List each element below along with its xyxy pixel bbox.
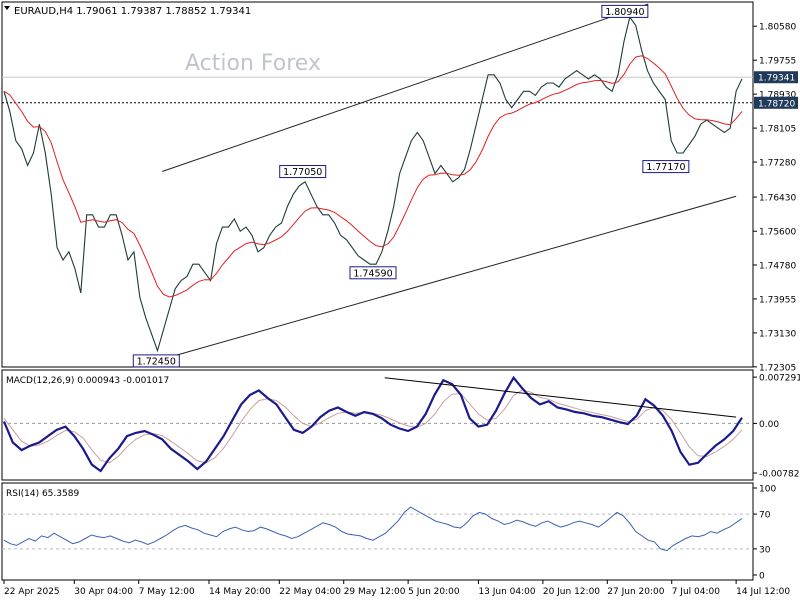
time-tick-label: 30 Apr 04:00	[74, 587, 133, 597]
time-tick-label: 14 May 20:00	[209, 587, 271, 597]
swing-label: 1.74590	[353, 268, 392, 279]
price-tick-label: 1.75600	[759, 228, 796, 238]
price-panel[interactable]: Action Forex EURAUD,H4 1.79061 1.79387 1…	[1, 1, 754, 368]
rsi-levels	[2, 513, 753, 550]
macd-tick-label: 0.007291	[759, 374, 800, 384]
channel-upper-line	[161, 3, 649, 173]
reference-level-tag-box	[754, 96, 798, 109]
swing-label-box	[279, 165, 327, 179]
macd-panel[interactable]: MACD(12,26,9) 0.000943 -0.001017	[1, 369, 754, 481]
swing-label: 1.72450	[137, 356, 176, 367]
macd-label: MACD(12,26,9) 0.000943 -0.001017	[6, 376, 169, 386]
price-panel-frame	[1, 1, 754, 368]
price-tags: 1.79341 1.78720	[754, 71, 798, 109]
swing-label: 1.77050	[283, 167, 322, 178]
time-tick-label: 7 May 12:00	[139, 587, 195, 597]
time-tick-label: 29 May 12:00	[344, 587, 406, 597]
price-levels	[2, 76, 753, 104]
macd-tick-label: 0.00	[759, 420, 779, 430]
time-tick-label: 22 May 04:00	[279, 587, 341, 597]
price-tick-label: 1.80580	[759, 23, 796, 33]
last-price-tag-text: 1.79341	[758, 74, 795, 84]
price-series	[3, 15, 743, 353]
time-tick-label: 14 Jul 12:00	[736, 587, 790, 597]
time-tick-label: 20 Jun 12:00	[543, 587, 600, 597]
time-tick-label: 7 Jul 04:00	[672, 587, 721, 597]
price-tick-label: 1.72305	[759, 363, 796, 373]
rsi-tick-label: 100	[759, 485, 776, 495]
collapse-arrow-icon[interactable]	[4, 6, 10, 10]
macd-panel-frame	[1, 369, 754, 481]
rsi-panel-frame	[1, 482, 754, 581]
price-tick-label: 1.78105	[759, 125, 796, 135]
price-tick-label: 1.76430	[759, 194, 796, 204]
swing-label: 1.80940	[605, 7, 644, 18]
price-tick-label: 1.78930	[759, 91, 796, 101]
price-tick-label: 1.79755	[759, 57, 796, 67]
swing-label-box	[601, 4, 649, 18]
price-tick-label: 1.73130	[759, 329, 796, 339]
time-tick-label: 22 Apr 2025	[4, 587, 60, 597]
swing-label-box	[132, 354, 180, 368]
macd-series	[2, 375, 743, 473]
rsi-axis: 100 70 30 0	[753, 485, 776, 582]
last-price-tag-box	[754, 71, 798, 84]
rsi-panel[interactable]: RSI(14) 65.3589	[1, 482, 754, 581]
macd-tick-label: -0.00782	[759, 470, 799, 480]
rsi-tick-label: 30	[759, 545, 771, 555]
price-axis[interactable]: 1.80580 1.79755 1.78930 1.78105 1.77280 1.764…	[753, 23, 796, 374]
symbol-info: EURAUD,H4 1.79061 1.79387 1.78852 1.7934…	[14, 6, 251, 17]
swing-label-box	[349, 266, 397, 280]
moving-average-series	[3, 55, 743, 298]
price-tick-label: 1.77280	[759, 159, 796, 169]
rsi-tick-label: 0	[759, 572, 765, 582]
price-tick-label: 1.73955	[759, 295, 796, 305]
time-tick-label: 13 Jun 04:00	[478, 587, 535, 597]
time-axis: 22 Apr 2025 30 Apr 04:00 7 May 12:00 14 May…	[3, 580, 790, 597]
channel-lower-line	[156, 195, 737, 362]
price-tick-label: 1.74780	[759, 261, 796, 271]
macd-divergence-line	[384, 377, 737, 418]
trend-channel	[156, 3, 737, 362]
watermark: Action Forex	[185, 51, 321, 76]
swing-label: 1.77170	[646, 162, 685, 173]
rsi-series	[3, 506, 743, 552]
macd-axis: 0.007291 0.00 -0.00782	[753, 374, 800, 480]
reference-level-tag-text: 1.78720	[758, 99, 795, 109]
rsi-label: RSI(14) 65.3589	[6, 489, 79, 499]
time-tick-label: 5 Jun 20:00	[408, 587, 460, 597]
swing-annotations: 1.72450 1.77050 1.74590 1.80940 1.77170	[132, 4, 690, 368]
swing-label-box	[642, 160, 690, 174]
time-tick-label: 27 Jun 20:00	[607, 587, 664, 597]
rsi-tick-label: 70	[759, 511, 771, 521]
